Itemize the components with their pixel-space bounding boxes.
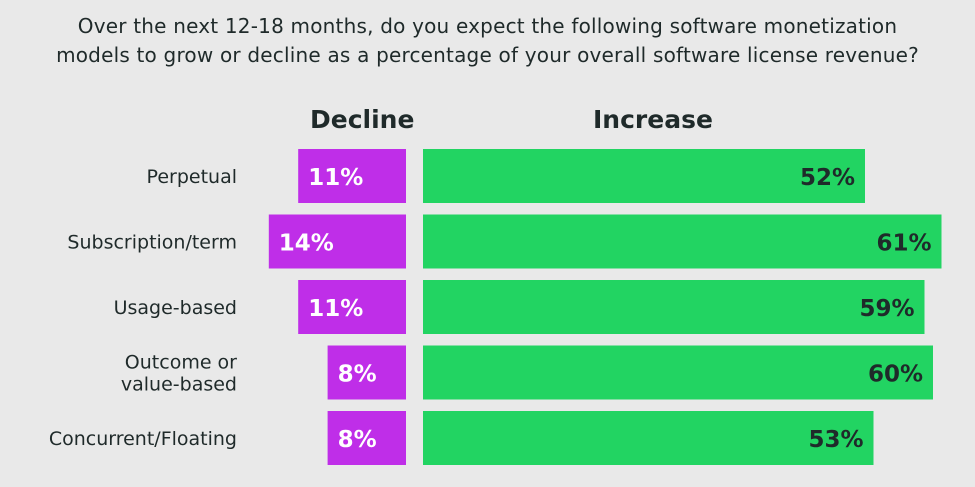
increase-value-label: 59% [859,296,914,322]
category-label: Concurrent/Floating [49,428,237,450]
decline-bar [298,280,406,334]
decline-value-label: 11% [308,296,363,322]
chart-title-line-2: models to grow or decline as a percentag… [56,43,919,67]
increase-bar [423,149,865,203]
increase-value-label: 60% [868,362,923,388]
decline-bar [327,411,406,465]
category-label: Outcome or value-based [121,352,237,396]
category-label: Perpetual [147,166,237,188]
increase-column-header: Increase [593,105,713,134]
increase-value-label: 52% [800,165,855,191]
decline-bar [268,214,406,269]
decline-value-label: 11% [308,165,363,191]
decline-bar [327,345,406,400]
decline-value-label: 14% [279,231,334,257]
decline-value-label: 8% [338,427,377,453]
chart-title-line-1: Over the next 12-18 months, do you expec… [77,14,898,38]
decline-column-header: Decline [310,105,415,134]
category-label: Usage-based [114,297,237,319]
increase-value-label: 53% [808,427,863,453]
increase-bar [423,214,942,269]
category-label: Subscription/term [67,232,237,254]
increase-value-label: 61% [876,231,931,257]
increase-bar [423,411,874,465]
increase-bar [423,345,933,400]
decline-bar [298,149,406,203]
decline-value-label: 8% [338,362,377,388]
increase-bar [423,280,925,334]
chart-title: Over the next 12-18 months, do you expec… [0,12,975,70]
